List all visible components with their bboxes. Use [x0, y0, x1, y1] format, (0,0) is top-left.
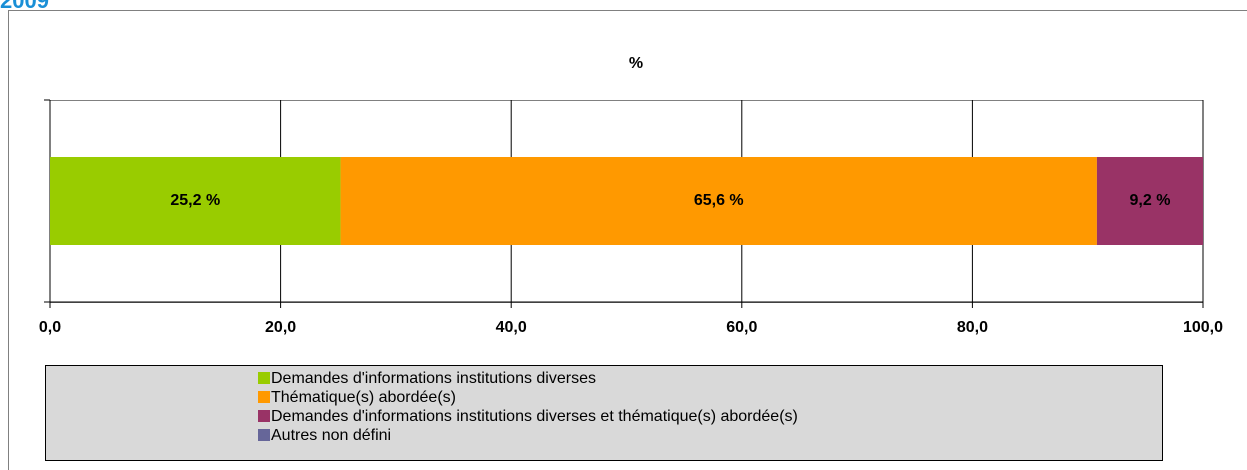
x-tick-label: 0,0 [39, 319, 61, 336]
legend-label: Demandes d'informations institutions div… [271, 370, 596, 387]
legend-label: Autres non défini [271, 427, 391, 444]
bar-segment [1096, 157, 1203, 245]
data-label: 65,6 % [694, 192, 744, 209]
x-tick-label: 100,0 [1183, 319, 1223, 336]
legend-label: Thématique(s) abordée(s) [271, 389, 456, 406]
data-label: 9,2 % [1130, 192, 1171, 209]
bar-segment [340, 157, 1097, 245]
legend-swatch [258, 429, 270, 441]
legend [45, 365, 1163, 461]
data-label: 25,2 % [170, 192, 220, 209]
x-tick-label: 40,0 [496, 319, 527, 336]
x-tick-label: 60,0 [726, 319, 757, 336]
page-heading: 2009 [0, 0, 49, 13]
legend-label: Demandes d'informations institutions div… [271, 408, 798, 425]
legend-swatch [258, 410, 270, 422]
legend-swatch [258, 372, 270, 384]
bar-segment [50, 157, 341, 245]
x-tick-label: 20,0 [265, 319, 296, 336]
legend-swatch [258, 391, 270, 403]
chart-title: % [629, 55, 643, 72]
x-tick-label: 80,0 [957, 319, 988, 336]
